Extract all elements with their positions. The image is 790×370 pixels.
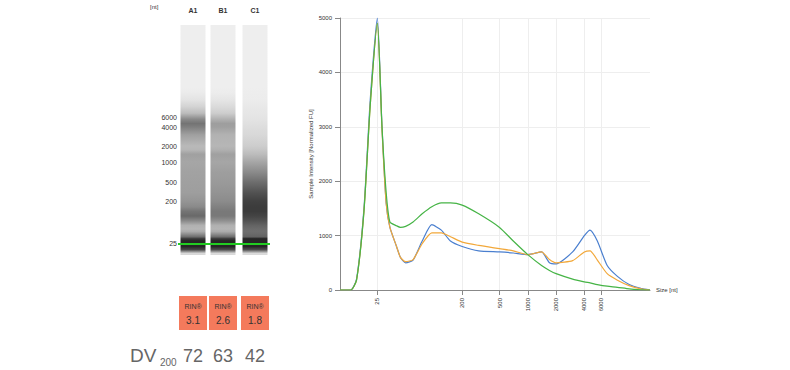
svg-text:0: 0 bbox=[329, 287, 333, 293]
svg-text:2000: 2000 bbox=[319, 178, 333, 184]
svg-text:1000: 1000 bbox=[319, 233, 333, 239]
svg-text:5000: 5000 bbox=[319, 15, 333, 21]
svg-text:200: 200 bbox=[165, 198, 177, 205]
svg-text:6000: 6000 bbox=[161, 114, 177, 121]
svg-text:1.8: 1.8 bbox=[248, 315, 262, 326]
svg-text:Size [nt]: Size [nt] bbox=[656, 287, 678, 293]
svg-text:72: 72 bbox=[183, 346, 203, 366]
svg-text:200: 200 bbox=[160, 357, 177, 368]
svg-text:500: 500 bbox=[497, 297, 503, 308]
svg-text:RIN®: RIN® bbox=[246, 303, 264, 310]
svg-text:2000: 2000 bbox=[161, 143, 177, 150]
svg-text:2000: 2000 bbox=[553, 297, 559, 311]
svg-text:Sample Intensity [Normalized F: Sample Intensity [Normalized FU] bbox=[308, 109, 314, 199]
svg-text:2.6: 2.6 bbox=[216, 315, 230, 326]
svg-text:4000: 4000 bbox=[581, 297, 587, 311]
svg-text:63: 63 bbox=[213, 346, 233, 366]
svg-text:B1: B1 bbox=[219, 7, 228, 14]
svg-text:1000: 1000 bbox=[525, 297, 531, 311]
svg-text:4000: 4000 bbox=[319, 69, 333, 75]
svg-text:42: 42 bbox=[245, 346, 265, 366]
svg-text:25: 25 bbox=[374, 297, 380, 304]
svg-text:RIN®: RIN® bbox=[184, 303, 202, 310]
svg-text:[nt]: [nt] bbox=[150, 4, 159, 10]
svg-text:A1: A1 bbox=[189, 7, 198, 14]
svg-text:25: 25 bbox=[169, 240, 177, 247]
svg-text:1000: 1000 bbox=[161, 159, 177, 166]
svg-text:RIN®: RIN® bbox=[214, 303, 232, 310]
svg-text:3000: 3000 bbox=[319, 124, 333, 130]
svg-text:200: 200 bbox=[459, 297, 465, 308]
svg-text:3.1: 3.1 bbox=[186, 315, 200, 326]
svg-text:4000: 4000 bbox=[161, 124, 177, 131]
svg-text:C1: C1 bbox=[251, 7, 260, 14]
svg-text:500: 500 bbox=[165, 179, 177, 186]
svg-text:DV: DV bbox=[130, 345, 157, 366]
svg-text:6000: 6000 bbox=[598, 297, 604, 311]
